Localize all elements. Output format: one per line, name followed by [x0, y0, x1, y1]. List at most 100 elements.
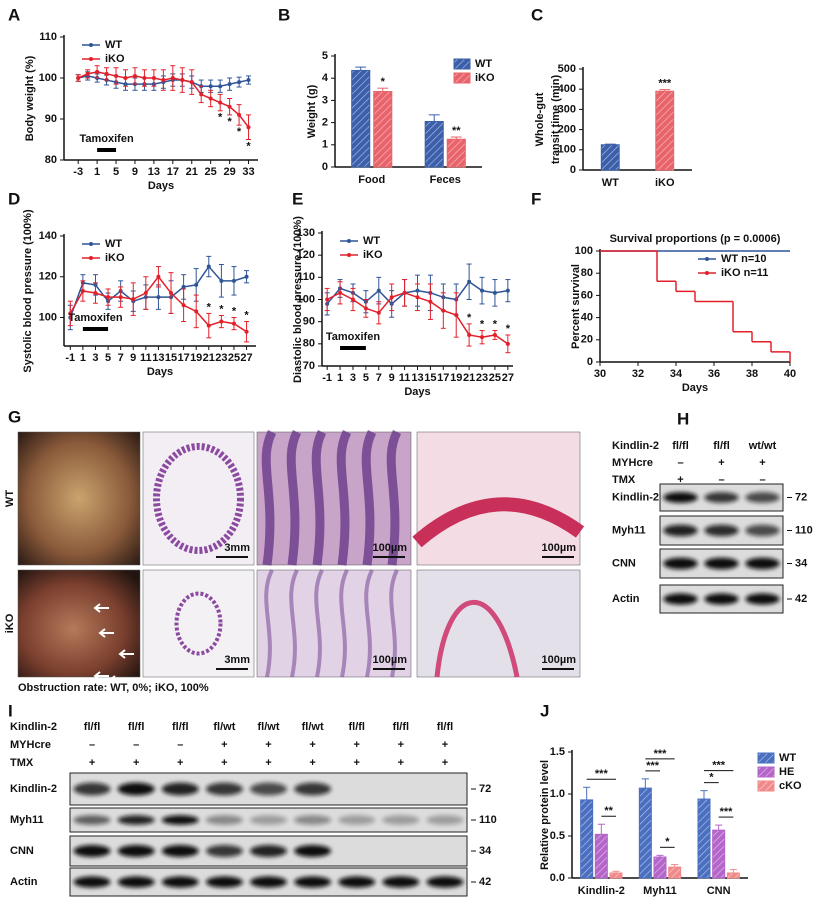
x-axis-label: Days: [147, 366, 173, 378]
condition-cell: fl/wt: [258, 721, 280, 733]
section: [153, 443, 244, 554]
y-axis-label: Relative protein level: [539, 760, 551, 870]
band: [73, 815, 111, 825]
villus: [361, 429, 377, 566]
legend-marker: [705, 271, 709, 275]
x-tick-label: 1: [337, 372, 343, 384]
x-tick-label: 27: [502, 372, 514, 384]
y-tick-label: 100: [297, 293, 315, 305]
x-tick-label: 9: [132, 166, 138, 178]
point: [208, 84, 213, 89]
condition-cell: fl/fl: [672, 440, 689, 452]
legend-marker: [347, 239, 351, 243]
legend-label: WT: [105, 39, 122, 51]
bar: [653, 856, 667, 879]
x-tick-label: 32: [632, 368, 644, 380]
legend-swatch: [757, 752, 775, 764]
point: [218, 84, 223, 89]
point: [505, 341, 510, 346]
condition-cell: +: [398, 739, 404, 751]
condition-cell: +: [718, 457, 724, 469]
kda-label: 42: [795, 593, 807, 605]
band: [426, 876, 464, 888]
point: [118, 295, 123, 300]
x-tick-label: 23: [215, 352, 227, 364]
scale-label: 100µm: [373, 542, 408, 554]
band: [161, 782, 199, 796]
point: [492, 332, 497, 337]
point: [194, 309, 199, 314]
x-tick-label: Kindlin-2: [578, 885, 625, 897]
y-tick-label: 110: [39, 31, 57, 43]
point: [350, 297, 355, 302]
point: [80, 289, 85, 293]
band: [426, 815, 464, 825]
condition-cell: –: [759, 474, 765, 486]
condition-cell: +: [354, 739, 360, 751]
treatment-label: Tamoxifen: [326, 331, 380, 343]
y-tick-label: 1.0: [550, 788, 565, 800]
point: [95, 69, 100, 74]
y-tick-label: 110: [297, 271, 315, 283]
significance-label: *: [493, 318, 498, 330]
y-axis-label: Body weight (%): [24, 55, 36, 141]
panel-letter: G: [8, 407, 21, 426]
legend-swatch: [453, 58, 471, 70]
villus: [286, 429, 302, 566]
panel-letter: F: [531, 189, 541, 208]
x-tick-label: 15: [424, 372, 436, 384]
band: [382, 876, 420, 888]
band: [117, 815, 155, 825]
row-label: WT: [4, 490, 16, 507]
y-tick-label: 80: [303, 338, 315, 350]
condition-cell: –: [677, 457, 683, 469]
point: [505, 288, 510, 293]
point: [76, 76, 81, 80]
point: [132, 73, 137, 78]
point: [151, 76, 156, 80]
point: [206, 264, 211, 269]
band: [249, 815, 288, 825]
significance-label: *: [237, 126, 242, 138]
blot-name: Kindlin-2: [612, 491, 659, 503]
band: [73, 845, 111, 857]
point: [389, 295, 394, 300]
point: [114, 73, 119, 78]
condition-cell: +: [442, 757, 448, 769]
tissue-image: [142, 569, 255, 678]
legend-label: WT: [363, 235, 380, 247]
legend-marker: [89, 43, 93, 47]
significance-label: *: [218, 112, 223, 124]
condition-cell: fl/fl: [84, 721, 101, 733]
y-tick-label: 0: [587, 356, 593, 368]
condition-cell: wt/wt: [748, 440, 777, 452]
legend-label: iKO: [363, 249, 383, 261]
x-tick-label: 27: [240, 352, 252, 364]
arrow: [93, 603, 109, 613]
point: [181, 303, 186, 308]
condition-cell: fl/fl: [393, 721, 410, 733]
bar: [424, 120, 444, 168]
panel-letter: I: [8, 701, 13, 720]
legend-label: iKO: [105, 53, 125, 65]
condition-cell: +: [89, 757, 95, 769]
band: [205, 845, 243, 857]
point: [199, 92, 204, 97]
y-tick-label: 100: [39, 72, 57, 84]
significance-label: *: [207, 301, 212, 313]
point: [227, 82, 232, 87]
caption: Obstruction rate: WT, 0%; iKO, 100%: [18, 682, 209, 694]
significance-label: ***: [712, 760, 726, 772]
bar: [655, 90, 675, 171]
point: [325, 297, 330, 302]
point: [143, 291, 148, 296]
y-tick-label: 140: [39, 230, 57, 242]
panel-letter: B: [278, 5, 290, 24]
y-axis-label: Percent survival: [570, 264, 582, 349]
significance-label: *: [227, 116, 232, 128]
condition-name: Kindlin-2: [612, 440, 659, 452]
x-tick-label: 3: [92, 352, 98, 364]
condition-cell: fl/wt: [302, 721, 324, 733]
point: [194, 282, 199, 287]
y-tick-label: 200: [558, 124, 576, 136]
